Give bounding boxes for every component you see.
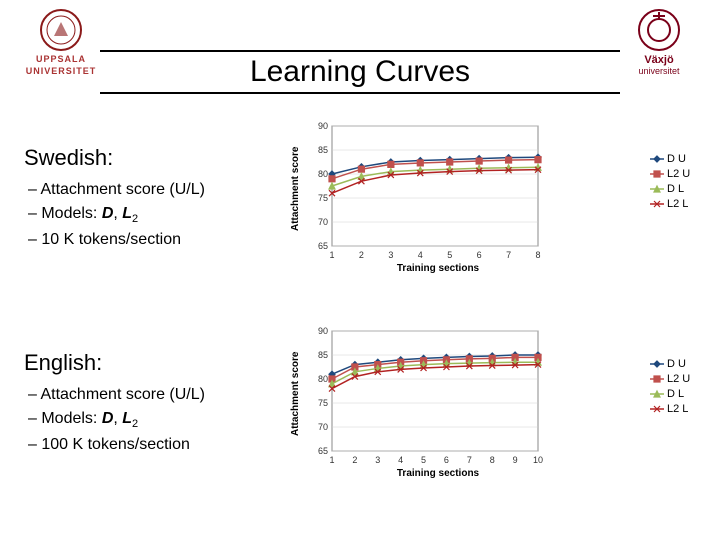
bullet: Attachment score (U/L) — [40, 181, 294, 199]
svg-text:75: 75 — [318, 398, 328, 408]
bullet: Models: D, L2 — [40, 410, 294, 430]
vaxjo-caption-1: Växjö — [614, 54, 704, 66]
vaxjo-seal-icon — [637, 8, 681, 52]
svg-text:8: 8 — [490, 455, 495, 465]
slide: { "title": "Learning Curves", "logos": {… — [0, 0, 720, 540]
svg-text:8: 8 — [535, 250, 540, 260]
svg-text:4: 4 — [418, 250, 423, 260]
svg-text:65: 65 — [318, 446, 328, 456]
legend-label: L2 U — [667, 373, 690, 385]
legend-label: D U — [667, 358, 686, 370]
svg-text:3: 3 — [375, 455, 380, 465]
svg-text:70: 70 — [318, 217, 328, 227]
legend-swedish: D U L2 U D L L2 L — [650, 150, 710, 213]
uppsala-logo: UPPSALA UNIVERSITET — [16, 8, 106, 76]
chart-swedish: 65707580859012345678 — [298, 120, 534, 270]
uppsala-caption-2: UNIVERSITET — [16, 66, 106, 76]
svg-text:85: 85 — [318, 145, 328, 155]
bullet: 100 K tokens/section — [40, 436, 294, 454]
legend-label: L2 L — [667, 198, 688, 210]
svg-text:7: 7 — [467, 455, 472, 465]
section-text-english: English: Attachment score (U/L) Models: D,… — [24, 350, 294, 460]
legend-item: L2 L — [650, 198, 710, 210]
svg-text:70: 70 — [318, 422, 328, 432]
chart-svg: 65 70 75 80 85 90 1 2 3 4 5 6 7 8 — [298, 120, 548, 280]
x-axis-label: Training sections — [320, 468, 556, 479]
legend-english: D U L2 U D L L2 L — [650, 355, 710, 418]
svg-text:10: 10 — [533, 455, 543, 465]
bullet: 10 K tokens/section — [40, 231, 294, 249]
svg-text:3: 3 — [388, 250, 393, 260]
svg-text:2: 2 — [359, 250, 364, 260]
chart-english: 65707580859012345678910 — [298, 325, 534, 475]
svg-text:85: 85 — [318, 350, 328, 360]
section-heading: Swedish: — [24, 145, 294, 171]
svg-text:90: 90 — [318, 326, 328, 336]
svg-text:6: 6 — [477, 250, 482, 260]
legend-item: L2 U — [650, 373, 710, 385]
legend-item: L2 L — [650, 403, 710, 415]
uppsala-caption-1: UPPSALA — [16, 54, 106, 64]
legend-item: D U — [650, 358, 710, 370]
x-axis-label: Training sections — [320, 263, 556, 274]
legend-item: L2 U — [650, 168, 710, 180]
svg-text:90: 90 — [318, 121, 328, 131]
svg-text:9: 9 — [513, 455, 518, 465]
svg-text:80: 80 — [318, 374, 328, 384]
vaxjo-logo: Växjö universitet — [614, 8, 704, 76]
legend-label: L2 L — [667, 403, 688, 415]
chart-svg: 65 70 75 80 85 90 1 2 3 4 5 6 7 8 9 10 — [298, 325, 548, 485]
svg-text:6: 6 — [444, 455, 449, 465]
svg-text:7: 7 — [506, 250, 511, 260]
svg-text:1: 1 — [329, 250, 334, 260]
svg-text:5: 5 — [447, 250, 452, 260]
svg-text:5: 5 — [421, 455, 426, 465]
legend-label: D L — [667, 388, 684, 400]
svg-text:75: 75 — [318, 193, 328, 203]
vaxjo-caption-2: universitet — [614, 66, 704, 76]
y-axis-label: Attachment score — [290, 352, 301, 436]
legend-label: L2 U — [667, 168, 690, 180]
section-heading: English: — [24, 350, 294, 376]
svg-text:2: 2 — [352, 455, 357, 465]
legend-item: D U — [650, 153, 710, 165]
legend-label: D U — [667, 153, 686, 165]
legend-item: D L — [650, 183, 710, 195]
bullet: Models: D, L2 — [40, 205, 294, 225]
svg-text:80: 80 — [318, 169, 328, 179]
svg-text:4: 4 — [398, 455, 403, 465]
slide-title: Learning Curves — [100, 50, 620, 94]
header: UPPSALA UNIVERSITET Learning Curves Växj… — [0, 0, 720, 88]
section-text-swedish: Swedish: Attachment score (U/L) Models: D,… — [24, 145, 294, 255]
bullet: Attachment score (U/L) — [40, 386, 294, 404]
uppsala-seal-icon — [39, 8, 83, 52]
svg-text:65: 65 — [318, 241, 328, 251]
svg-text:1: 1 — [329, 455, 334, 465]
y-axis-label: Attachment score — [290, 147, 301, 231]
legend-label: D L — [667, 183, 684, 195]
legend-item: D L — [650, 388, 710, 400]
